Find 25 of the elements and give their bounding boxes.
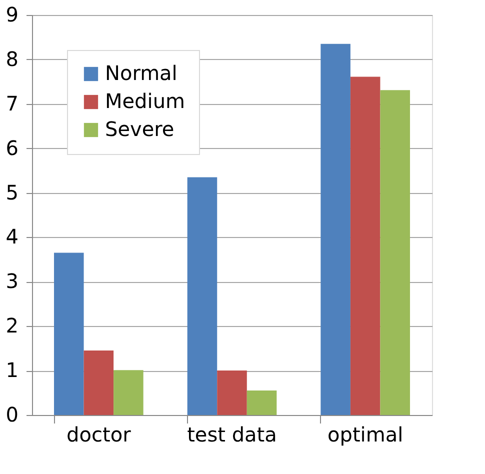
bar (187, 177, 218, 415)
y-tick-label: 9 (6, 2, 18, 26)
bar (320, 44, 350, 415)
legend-label: Severe (105, 117, 174, 141)
bar (380, 90, 410, 415)
bar (217, 370, 247, 415)
y-tick-label: 2 (6, 314, 18, 338)
x-tick-label: optimal (328, 422, 404, 446)
bar (350, 76, 380, 415)
y-tick-label: 1 (6, 358, 18, 382)
y-tick-label: 6 (6, 136, 18, 160)
y-tick-label: 5 (6, 180, 18, 204)
legend-label: Normal (105, 61, 178, 85)
bar (84, 350, 114, 415)
y-tick-label: 7 (6, 91, 18, 116)
y-tick-label: 4 (6, 224, 18, 249)
bar (114, 370, 144, 415)
y-tick-label: 8 (6, 46, 18, 71)
x-tick-label: doctor (66, 422, 132, 446)
bar (54, 252, 84, 415)
x-tick-label: test data (187, 422, 277, 446)
y-tick-label: 0 (6, 402, 18, 426)
bar (246, 390, 277, 415)
legend-label: Medium (105, 89, 185, 113)
y-tick-label: 3 (6, 269, 18, 294)
